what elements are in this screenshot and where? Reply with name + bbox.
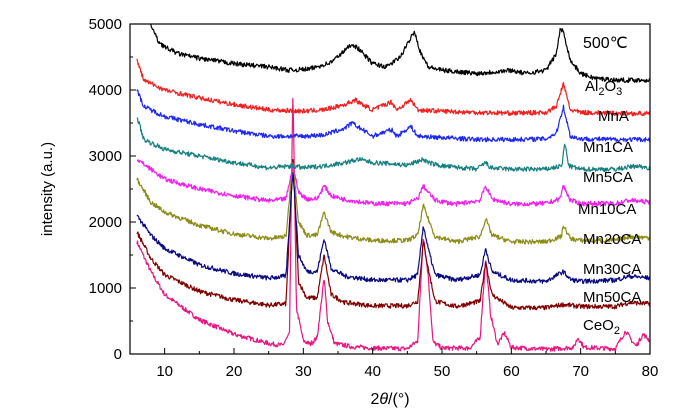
series-label-mn5ca: Mn5CA	[583, 169, 633, 186]
y-tick-label: 4000	[89, 82, 122, 99]
series-label-mn20ca: Mn20CA	[583, 231, 641, 248]
series-label-ceo2: CeO2	[583, 317, 620, 337]
series-label-mna: MnA	[598, 108, 629, 125]
x-tick-label: 20	[226, 363, 243, 380]
y-axis-label: intensity (a.u.)	[39, 142, 56, 236]
x-tick-label: 10	[156, 363, 173, 380]
x-tick-label: 60	[503, 363, 520, 380]
y-tick-label: 0	[114, 346, 122, 363]
series-line-ceo2	[136, 97, 651, 352]
y-axis: 0 1000 2000 3000 4000 5000	[89, 16, 136, 363]
series-labels: CeO2 Mn50CA Mn30CA Mn20CA Mn10CA Mn5CA Mn1CA Mn…	[578, 78, 641, 337]
x-tick-label: 70	[572, 363, 589, 380]
temperature-annotation: 500℃	[583, 35, 628, 52]
series-line-mn20ca	[136, 162, 651, 245]
series-label-mn30ca: Mn30CA	[583, 261, 641, 278]
series-line-mn50ca	[136, 158, 651, 311]
y-tick-label: 2000	[89, 214, 122, 231]
series-line-mn30ca	[136, 172, 651, 285]
series-label-al2o3: Al2O3	[585, 78, 622, 98]
series-label-mn50ca: Mn50CA	[583, 289, 641, 306]
x-tick-label: 30	[295, 363, 312, 380]
x-axis: 10 20 30 40 50 60 70 80	[129, 348, 659, 380]
series-line-al2o3	[150, 23, 651, 83]
y-tick-label: 5000	[89, 16, 122, 33]
series-line-mn10ca	[136, 159, 651, 207]
x-axis-label: 2θ/(°)	[370, 391, 409, 408]
series-label-mn10ca: Mn10CA	[578, 201, 636, 218]
y-tick-label: 3000	[89, 148, 122, 165]
series-group	[136, 23, 651, 352]
x-tick-label: 80	[642, 363, 659, 380]
series-label-mn1ca: Mn1CA	[583, 139, 633, 156]
x-tick-label: 40	[364, 363, 381, 380]
series-line-mna	[136, 58, 651, 117]
series-line-mn1ca	[136, 89, 651, 143]
x-tick-label: 50	[434, 363, 451, 380]
series-line-mn5ca	[136, 117, 651, 173]
y-tick-label: 1000	[89, 280, 122, 297]
